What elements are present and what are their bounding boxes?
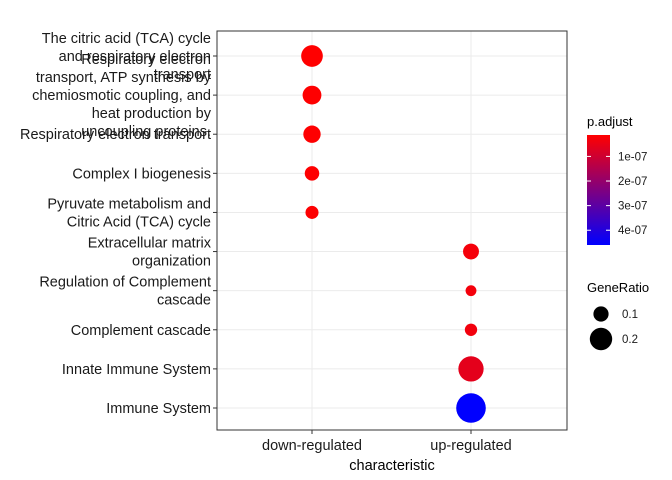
- data-point: [463, 243, 479, 260]
- data-point: [456, 393, 486, 423]
- size-legend: GeneRatio 0.1 0.2: [587, 280, 649, 351]
- color-bar: [587, 135, 610, 245]
- y-tick-label: Respiratory electron transport, ATP synth…: [32, 52, 212, 140]
- x-tick-label: down-regulated: [262, 438, 362, 454]
- x-axis-title: characteristic: [349, 458, 434, 474]
- y-tick-label: Respiratory electron transport: [20, 127, 211, 143]
- y-tick-label: Pyruvate metabolism and Citric Acid (TCA)…: [47, 196, 211, 230]
- y-tick-label: Complement cascade: [71, 323, 211, 339]
- color-tick-label: 2e-07: [618, 176, 647, 188]
- y-tick-label: Immune System: [106, 401, 211, 417]
- data-points: [301, 45, 486, 423]
- grid-lines: [217, 31, 567, 430]
- size-key-label: 0.2: [622, 334, 638, 346]
- y-axis-labels: Immune System Innate Immune System Complem…: [20, 31, 217, 417]
- data-point: [304, 166, 320, 181]
- color-legend-title: p.adjust: [587, 114, 633, 129]
- y-tick-label: The citric acid (TCA) cycle and respirato…: [42, 31, 211, 83]
- size-key-label: 0.1: [622, 309, 638, 321]
- y-tick-label: Complex I biogenesis: [72, 166, 211, 182]
- data-point: [301, 45, 323, 67]
- data-point: [464, 323, 478, 336]
- y-tick-label: Innate Immune System: [62, 362, 211, 378]
- x-tick-label: up-regulated: [430, 438, 511, 454]
- data-point: [465, 285, 477, 297]
- color-tick-label: 4e-07: [618, 225, 647, 237]
- x-axis-labels: down-regulated up-regulated: [262, 430, 512, 454]
- data-point: [303, 125, 321, 143]
- color-legend: p.adjust 1e-07 2e-07 3e-07 4e-07: [587, 114, 647, 245]
- y-tick-label: Extracellular matrix organization: [88, 236, 212, 270]
- size-key-circle: [589, 327, 613, 351]
- plot-panel-border: [216, 30, 568, 431]
- color-tick-label: 1e-07: [618, 151, 647, 163]
- size-key-circle: [593, 306, 609, 322]
- data-point: [302, 85, 322, 105]
- data-point: [305, 205, 319, 219]
- y-tick-label: Regulation of Complement cascade: [39, 275, 211, 309]
- color-tick-label: 3e-07: [618, 201, 647, 213]
- size-legend-title: GeneRatio: [587, 280, 649, 295]
- data-point: [458, 356, 484, 382]
